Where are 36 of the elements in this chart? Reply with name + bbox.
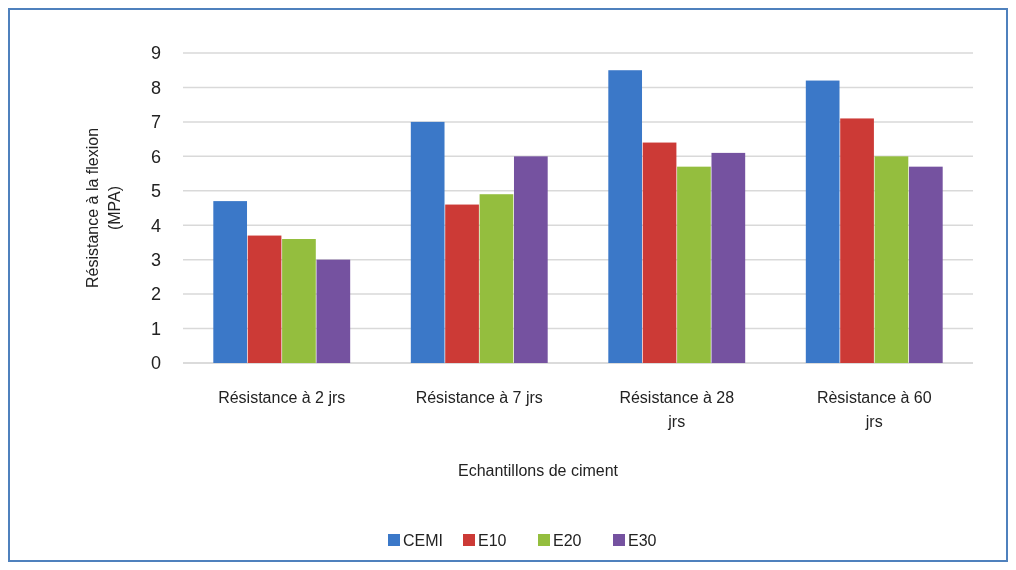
bar xyxy=(479,194,514,363)
bar xyxy=(711,152,746,363)
bar xyxy=(445,204,479,363)
bar xyxy=(316,259,351,363)
legend-label: E10 xyxy=(478,531,507,549)
y-tick-label: 3 xyxy=(150,249,161,270)
bar xyxy=(642,142,677,363)
legend-label: E30 xyxy=(628,531,657,549)
legend-label: E20 xyxy=(553,531,582,549)
bar xyxy=(677,166,711,363)
y-tick-label: 8 xyxy=(150,77,161,98)
bar xyxy=(840,118,874,363)
bar xyxy=(513,156,548,363)
bar xyxy=(805,80,840,363)
x-tick-label: Résistance à 7 jrs xyxy=(415,389,543,406)
y-tick-label: 0 xyxy=(150,353,161,374)
bar xyxy=(908,166,943,363)
bar xyxy=(247,235,282,363)
legend-label: CEMI xyxy=(403,531,443,549)
y-tick-label: 7 xyxy=(150,112,161,133)
y-tick-label: 2 xyxy=(150,284,161,305)
x-tick-label: Résistance à 28 jrs xyxy=(619,389,735,430)
y-tick-label: 1 xyxy=(150,318,161,339)
bar xyxy=(874,156,909,363)
bar xyxy=(608,70,643,363)
bar xyxy=(410,121,445,363)
y-axis-title: Résistance à la flexion (MPA) xyxy=(84,127,123,289)
y-tick-label: 9 xyxy=(150,43,161,64)
y-tick-label: 4 xyxy=(150,215,161,236)
bar xyxy=(282,239,316,363)
x-axis-title: Echantillons de ciment xyxy=(457,462,619,479)
x-tick-label: Rèsistance à 60 jrs xyxy=(816,389,932,430)
y-tick-label: 5 xyxy=(150,181,161,202)
x-tick-label: Résistance à 2 jrs xyxy=(218,389,346,406)
bar xyxy=(213,201,248,363)
y-tick-label: 6 xyxy=(150,146,161,167)
